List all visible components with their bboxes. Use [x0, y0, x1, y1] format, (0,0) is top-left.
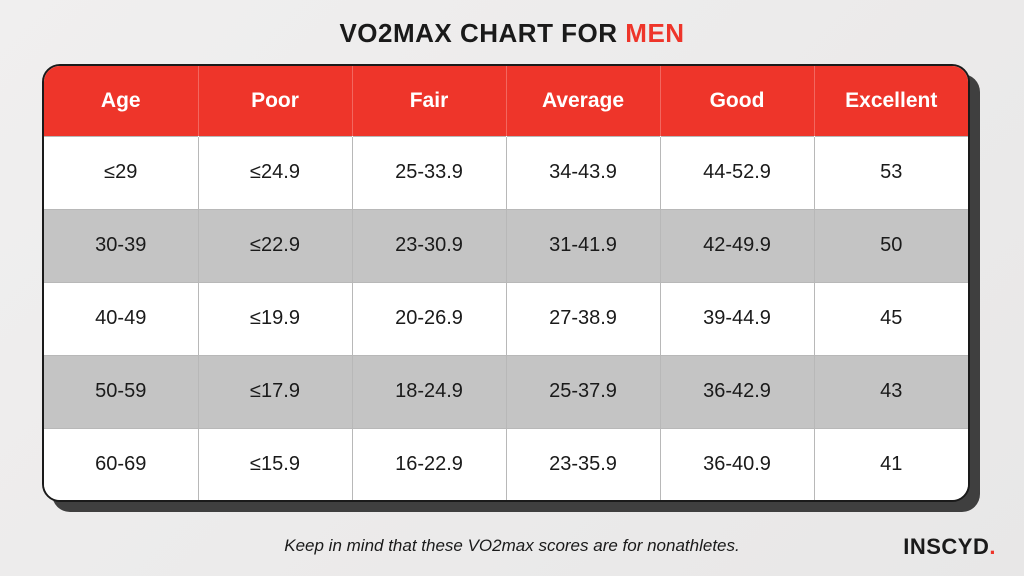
cell: 60-69: [44, 428, 198, 501]
table-body: ≤29 ≤24.9 25-33.9 34-43.9 44-52.9 53 30-…: [44, 136, 968, 501]
brand-dot-icon: .: [989, 534, 996, 559]
col-age: Age: [44, 66, 198, 136]
cell: ≤17.9: [198, 355, 352, 428]
title-prefix: VO2MAX CHART FOR: [339, 18, 625, 48]
table-header-row: Age Poor Fair Average Good Excellent: [44, 66, 968, 136]
cell: 25-33.9: [352, 136, 506, 209]
col-average: Average: [506, 66, 660, 136]
vo2max-table-card: Age Poor Fair Average Good Excellent ≤29…: [42, 64, 970, 502]
cell: ≤22.9: [198, 209, 352, 282]
cell: 36-42.9: [660, 355, 814, 428]
cell: 44-52.9: [660, 136, 814, 209]
table-row: 40-49 ≤19.9 20-26.9 27-38.9 39-44.9 45: [44, 282, 968, 355]
cell: 23-35.9: [506, 428, 660, 501]
col-fair: Fair: [352, 66, 506, 136]
table-row: 30-39 ≤22.9 23-30.9 31-41.9 42-49.9 50: [44, 209, 968, 282]
cell: 34-43.9: [506, 136, 660, 209]
brand-logo: INSCYD.: [903, 534, 996, 560]
cell: 43: [814, 355, 968, 428]
vo2max-table: Age Poor Fair Average Good Excellent ≤29…: [44, 66, 968, 501]
brand-text: INSCYD: [903, 534, 989, 559]
table-row: ≤29 ≤24.9 25-33.9 34-43.9 44-52.9 53: [44, 136, 968, 209]
col-excellent: Excellent: [814, 66, 968, 136]
table-row: 50-59 ≤17.9 18-24.9 25-37.9 36-42.9 43: [44, 355, 968, 428]
cell: 30-39: [44, 209, 198, 282]
cell: 18-24.9: [352, 355, 506, 428]
cell: 23-30.9: [352, 209, 506, 282]
cell: ≤24.9: [198, 136, 352, 209]
table-row: 60-69 ≤15.9 16-22.9 23-35.9 36-40.9 41: [44, 428, 968, 501]
cell: ≤19.9: [198, 282, 352, 355]
cell: 41: [814, 428, 968, 501]
cell: 31-41.9: [506, 209, 660, 282]
cell: 39-44.9: [660, 282, 814, 355]
footnote: Keep in mind that these VO2max scores ar…: [0, 536, 1024, 556]
col-good: Good: [660, 66, 814, 136]
cell: ≤15.9: [198, 428, 352, 501]
cell: 50-59: [44, 355, 198, 428]
chart-title: VO2MAX CHART FOR MEN: [0, 0, 1024, 63]
title-accent: MEN: [625, 18, 684, 48]
cell: 16-22.9: [352, 428, 506, 501]
cell: 53: [814, 136, 968, 209]
cell: 45: [814, 282, 968, 355]
cell: 50: [814, 209, 968, 282]
cell: ≤29: [44, 136, 198, 209]
cell: 25-37.9: [506, 355, 660, 428]
cell: 42-49.9: [660, 209, 814, 282]
cell: 20-26.9: [352, 282, 506, 355]
cell: 36-40.9: [660, 428, 814, 501]
cell: 27-38.9: [506, 282, 660, 355]
cell: 40-49: [44, 282, 198, 355]
col-poor: Poor: [198, 66, 352, 136]
